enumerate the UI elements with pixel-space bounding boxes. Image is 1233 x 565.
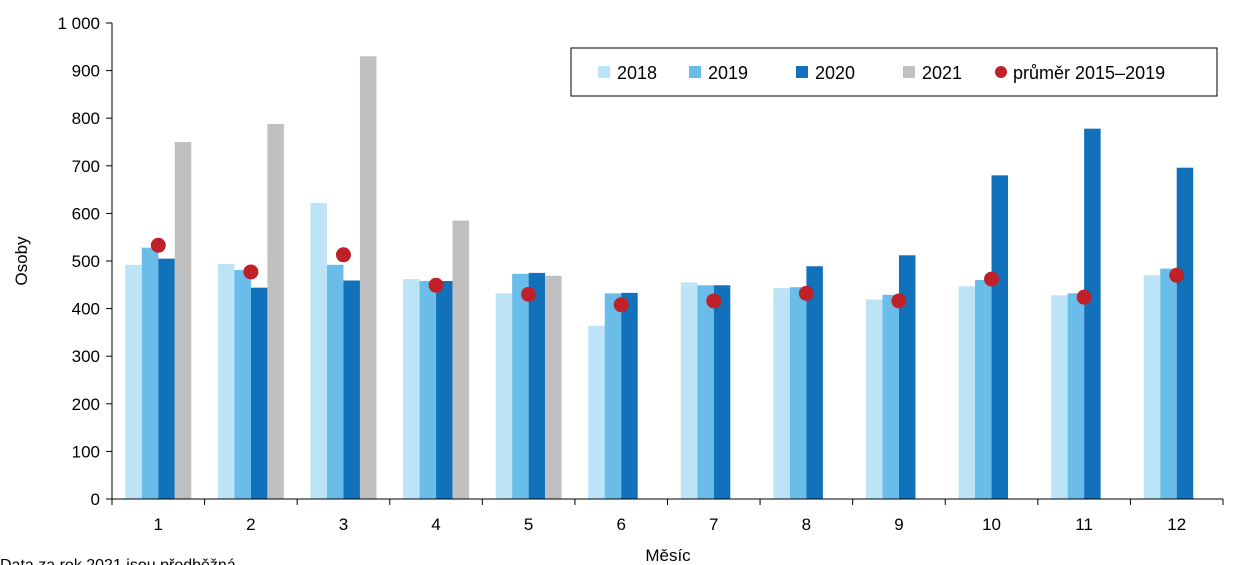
bar-2021-month-1 bbox=[174, 142, 192, 499]
legend: 2018 2019 2020 2021 průměr 2015–2019 bbox=[570, 47, 1218, 97]
bar-2020-month-10 bbox=[991, 175, 1009, 499]
average-marker-month-9 bbox=[891, 293, 907, 309]
average-marker-month-7 bbox=[706, 293, 722, 309]
average-marker-month-5 bbox=[521, 286, 537, 302]
y-tick-label: 800 bbox=[72, 109, 100, 128]
bar-2019-month-5 bbox=[512, 273, 529, 499]
bar-2018-month-5 bbox=[495, 293, 513, 499]
average-marker-month-11 bbox=[1076, 289, 1092, 305]
bar-2019-month-7 bbox=[697, 285, 714, 499]
bar-2018-month-7 bbox=[680, 282, 698, 499]
legend-label-average: průměr 2015–2019 bbox=[1013, 63, 1165, 83]
y-tick-label: 500 bbox=[72, 252, 100, 271]
legend-box bbox=[570, 47, 1218, 97]
bar-2021-month-2 bbox=[267, 123, 284, 499]
y-tick-label: 700 bbox=[72, 157, 100, 176]
x-tick-label: 8 bbox=[802, 515, 811, 534]
legend-label-2018: 2018 bbox=[617, 63, 657, 83]
y-tick-label: 200 bbox=[72, 395, 100, 414]
bar-2019-month-9 bbox=[882, 294, 899, 499]
average-marker-month-4 bbox=[428, 277, 444, 293]
legend-label-2021: 2021 bbox=[922, 63, 962, 83]
x-tick-label: 10 bbox=[982, 515, 1001, 534]
y-tick-label: 100 bbox=[72, 442, 100, 461]
x-tick-label: 3 bbox=[339, 515, 348, 534]
bar-2020-month-4 bbox=[436, 280, 453, 499]
x-axis-title: Měsíc bbox=[645, 546, 691, 565]
average-marker-month-1 bbox=[150, 237, 166, 253]
footnote: Data za rok 2021 jsou předběžná. bbox=[0, 557, 240, 565]
bar-2020-month-11 bbox=[1084, 128, 1101, 500]
bar-2021-month-4 bbox=[452, 220, 470, 500]
bar-2021-month-5 bbox=[545, 275, 562, 499]
bar-2018-month-2 bbox=[217, 263, 235, 499]
x-tick-label: 1 bbox=[154, 515, 163, 534]
y-tick-label: 400 bbox=[72, 300, 100, 319]
bar-2019-month-3 bbox=[326, 264, 344, 499]
legend-label-2020: 2020 bbox=[815, 63, 855, 83]
bar-2019-month-12 bbox=[1160, 268, 1177, 499]
y-tick-label: 600 bbox=[72, 204, 100, 223]
legend-swatch-average bbox=[995, 66, 1007, 78]
bar-2019-month-10 bbox=[975, 280, 992, 499]
average-marker-month-10 bbox=[984, 271, 1000, 287]
y-tick-label: 0 bbox=[91, 490, 100, 509]
average-markers-layer bbox=[150, 237, 1185, 313]
bar-2020-month-8 bbox=[806, 266, 823, 499]
x-tick-label: 11 bbox=[1075, 515, 1093, 534]
bar-2020-month-1 bbox=[158, 258, 175, 499]
bar-2018-month-1 bbox=[125, 264, 142, 499]
x-ticks: 1 2 3 4 5 6 7 8 9 10 11 12 bbox=[111, 499, 1224, 534]
bar-2018-month-4 bbox=[403, 279, 420, 499]
legend-swatch-2018 bbox=[598, 66, 610, 78]
bar-2020-month-2 bbox=[250, 287, 268, 499]
bar-2018-month-6 bbox=[588, 325, 605, 499]
y-tick-label: 300 bbox=[72, 347, 100, 366]
x-tick-label: 9 bbox=[894, 515, 903, 534]
bars-layer bbox=[125, 56, 1194, 500]
bar-2019-month-8 bbox=[789, 287, 807, 499]
legend-label-2019: 2019 bbox=[708, 63, 748, 83]
bar-2020-month-12 bbox=[1176, 167, 1194, 499]
y-tick-label: 1 000 bbox=[57, 14, 100, 33]
bar-2020-month-3 bbox=[343, 280, 360, 499]
bar-2018-month-3 bbox=[310, 202, 327, 499]
x-tick-label: 2 bbox=[246, 515, 255, 534]
x-tick-label: 4 bbox=[431, 515, 440, 534]
bar-2019-month-4 bbox=[419, 280, 437, 499]
bar-2020-month-5 bbox=[528, 272, 546, 499]
bar-2019-month-6 bbox=[604, 293, 622, 499]
legend-swatch-2019 bbox=[689, 66, 701, 78]
y-axis-title: Osoby bbox=[12, 236, 31, 286]
average-marker-month-2 bbox=[243, 264, 259, 280]
y-tick-label: 900 bbox=[72, 62, 100, 81]
bar-2019-month-11 bbox=[1067, 293, 1085, 499]
bar-2018-month-10 bbox=[958, 286, 976, 499]
bar-2018-month-12 bbox=[1143, 275, 1161, 499]
bar-2018-month-8 bbox=[773, 288, 790, 499]
legend-swatch-2021 bbox=[903, 66, 915, 78]
x-tick-label: 6 bbox=[616, 515, 625, 534]
average-marker-month-12 bbox=[1169, 267, 1185, 283]
x-tick-label: 12 bbox=[1167, 515, 1186, 534]
bar-2020-month-7 bbox=[713, 285, 731, 499]
bar-2020-month-9 bbox=[898, 255, 916, 499]
y-ticks: 0 100 200 300 400 500 600 700 800 900 1 000 bbox=[57, 14, 112, 509]
average-marker-month-8 bbox=[798, 285, 814, 301]
bar-2019-month-1 bbox=[141, 247, 159, 499]
x-tick-label: 5 bbox=[524, 515, 533, 534]
bar-2021-month-3 bbox=[359, 56, 377, 499]
legend-swatch-2020 bbox=[796, 66, 808, 78]
average-marker-month-6 bbox=[613, 297, 629, 313]
x-tick-label: 7 bbox=[709, 515, 718, 534]
bar-2018-month-11 bbox=[1051, 295, 1068, 499]
average-marker-month-3 bbox=[335, 247, 351, 263]
bar-2019-month-2 bbox=[234, 270, 251, 499]
bar-2020-month-6 bbox=[621, 292, 638, 499]
bar-2018-month-9 bbox=[865, 299, 883, 499]
